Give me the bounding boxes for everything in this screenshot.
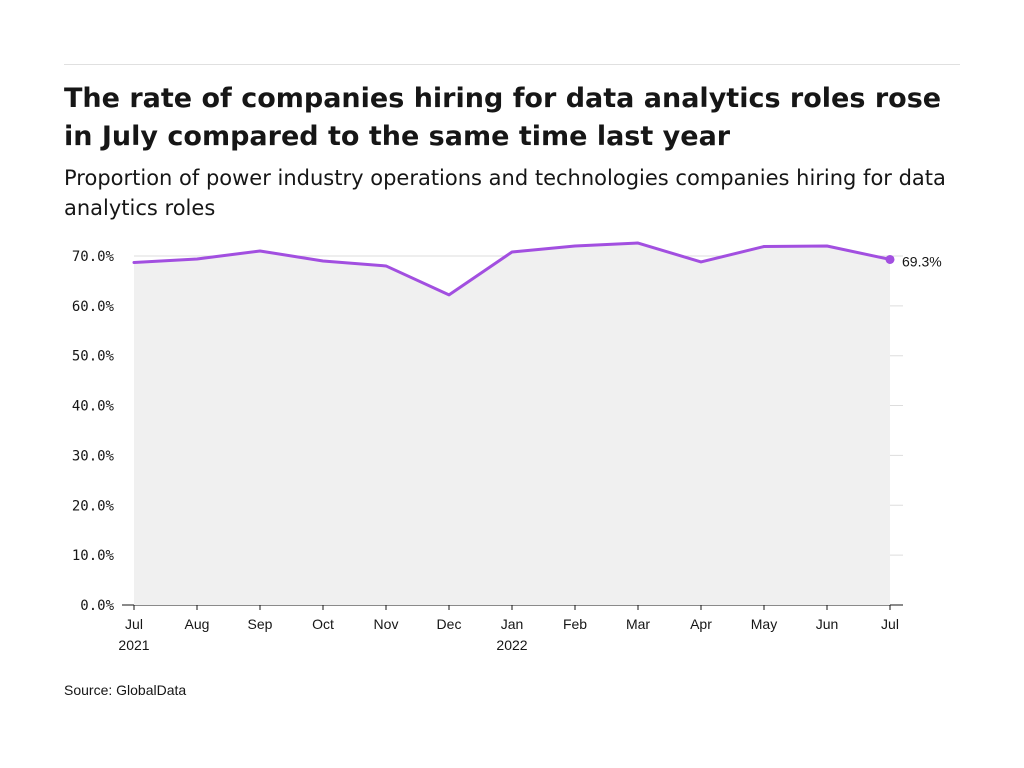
x-tick-label: Nov (374, 616, 399, 632)
y-tick-label: 60.0% (72, 299, 115, 315)
y-tick-label: 0.0% (80, 598, 114, 614)
x-year-label: 2022 (496, 637, 527, 653)
x-tick-label: Jan (501, 616, 524, 632)
x-tick-label: Jul (881, 616, 899, 632)
y-tick-label: 10.0% (72, 548, 115, 564)
series-line-group (132, 241, 892, 297)
y-tick-label: 20.0% (72, 498, 115, 514)
y-tick-label: 40.0% (72, 399, 115, 415)
y-tick-label: 50.0% (72, 349, 115, 365)
chart-subtitle: Proportion of power industry operations … (64, 166, 946, 220)
top-divider (64, 64, 960, 65)
chart-title: The rate of companies hiring for data an… (64, 83, 942, 152)
x-tick-label: Jul (125, 616, 143, 632)
x-tick-label: Apr (690, 616, 712, 632)
x-tick-label: Oct (312, 616, 334, 632)
series-line (132, 241, 892, 297)
x-tick-label: Jun (816, 616, 839, 632)
x-tick-label: Feb (563, 616, 587, 632)
end-point-group: 69.3% (885, 253, 942, 269)
y-axis: 0.0% 10.0% 20.0% 30.0% 40.0% 50.0% 60.0% 70.0% (72, 249, 115, 614)
y-tick-label: 70.0% (72, 249, 115, 265)
source-note: Source: GlobalData (64, 682, 187, 698)
area-under-line (134, 243, 890, 605)
y-tick-label: 30.0% (72, 448, 115, 464)
end-value-label: 69.3% (902, 253, 942, 269)
x-tick-label: Mar (626, 616, 650, 632)
x-tick-label: Aug (185, 616, 210, 632)
x-year-label: 2021 (118, 637, 149, 653)
x-tick-label: Dec (437, 616, 462, 632)
x-axis: Jul 2021 Aug Sep Oct Nov Dec Jan 2022 Feb Mar Apr Ma… (118, 605, 899, 653)
end-point-marker (885, 254, 895, 264)
area-fill (134, 243, 890, 605)
x-tick-label: May (751, 616, 777, 632)
x-tick-label: Sep (248, 616, 273, 632)
